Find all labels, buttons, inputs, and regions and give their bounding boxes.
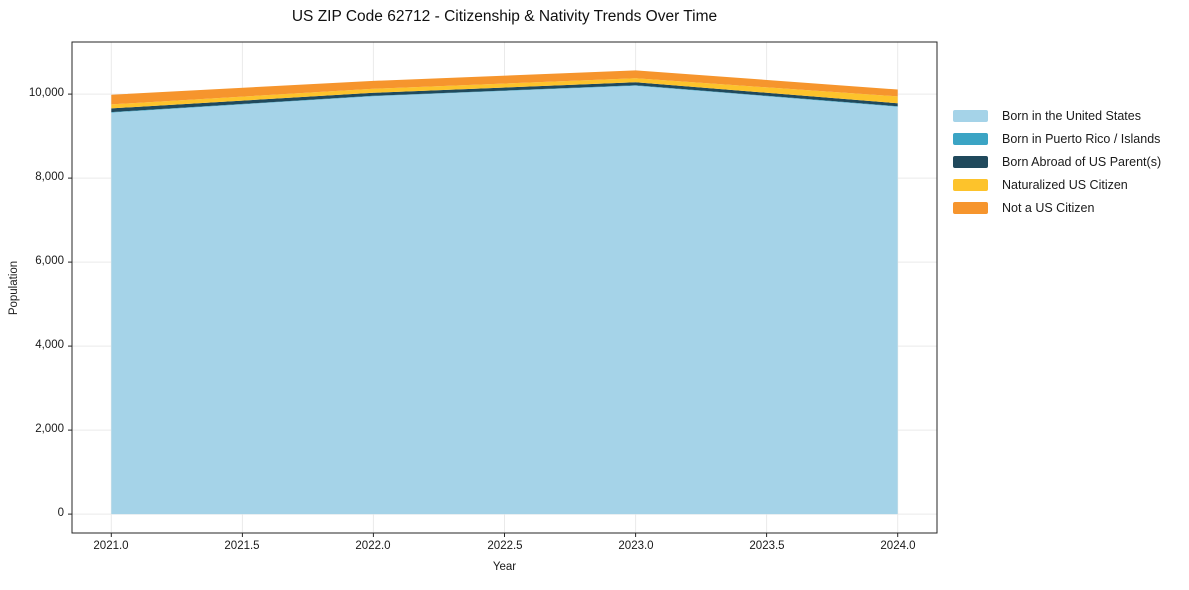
y-tick-label: 6,000 (35, 255, 64, 267)
x-tick-label: 2022.0 (355, 540, 391, 552)
legend-item: Naturalized US Citizen (953, 173, 1161, 196)
legend-swatch-icon (953, 109, 988, 122)
area-series-3 (111, 78, 898, 109)
legend-label: Naturalized US Citizen (1002, 177, 1128, 192)
x-tick-label: 2024.0 (880, 540, 916, 552)
area-series-4 (111, 70, 898, 105)
y-tick-label: 2,000 (35, 423, 64, 435)
x-tick-label: 2023.5 (749, 540, 785, 552)
x-tick-label: 2022.5 (487, 540, 523, 552)
legend-label: Not a US Citizen (1002, 200, 1095, 215)
y-tick-label: 0 (57, 507, 64, 519)
chart-title: US ZIP Code 62712 - Citizenship & Nativi… (291, 8, 718, 25)
legend-swatch-icon (953, 178, 988, 191)
legend-item: Not a US Citizen (953, 196, 1161, 219)
legend-item: Born Abroad of US Parent(s) (953, 150, 1161, 173)
y-tick-label: 8,000 (35, 171, 64, 183)
legend: Born in the United States Born in Puerto … (953, 104, 1161, 219)
y-axis-label: Population (8, 260, 20, 316)
area-series-2 (111, 82, 898, 113)
area-series-0 (111, 85, 898, 515)
y-tick-label: 4,000 (35, 339, 64, 351)
legend-label: Born in Puerto Rico / Islands (1002, 131, 1161, 146)
x-tick-label: 2021.5 (224, 540, 260, 552)
legend-label: Born in the United States (1002, 108, 1141, 123)
x-tick-label: 2023.0 (618, 540, 654, 552)
legend-swatch-icon (953, 132, 988, 145)
x-tick-label: 2021.0 (93, 540, 129, 552)
legend-label: Born Abroad of US Parent(s) (1002, 154, 1162, 169)
x-axis-label: Year (492, 561, 517, 573)
plot-border (71, 41, 938, 534)
legend-swatch-icon (953, 201, 988, 214)
area-series-1 (111, 85, 898, 113)
legend-item: Born in Puerto Rico / Islands (953, 127, 1161, 150)
y-tick-label: 10,000 (28, 87, 64, 99)
legend-swatch-icon (953, 155, 988, 168)
legend-item: Born in the United States (953, 104, 1161, 127)
